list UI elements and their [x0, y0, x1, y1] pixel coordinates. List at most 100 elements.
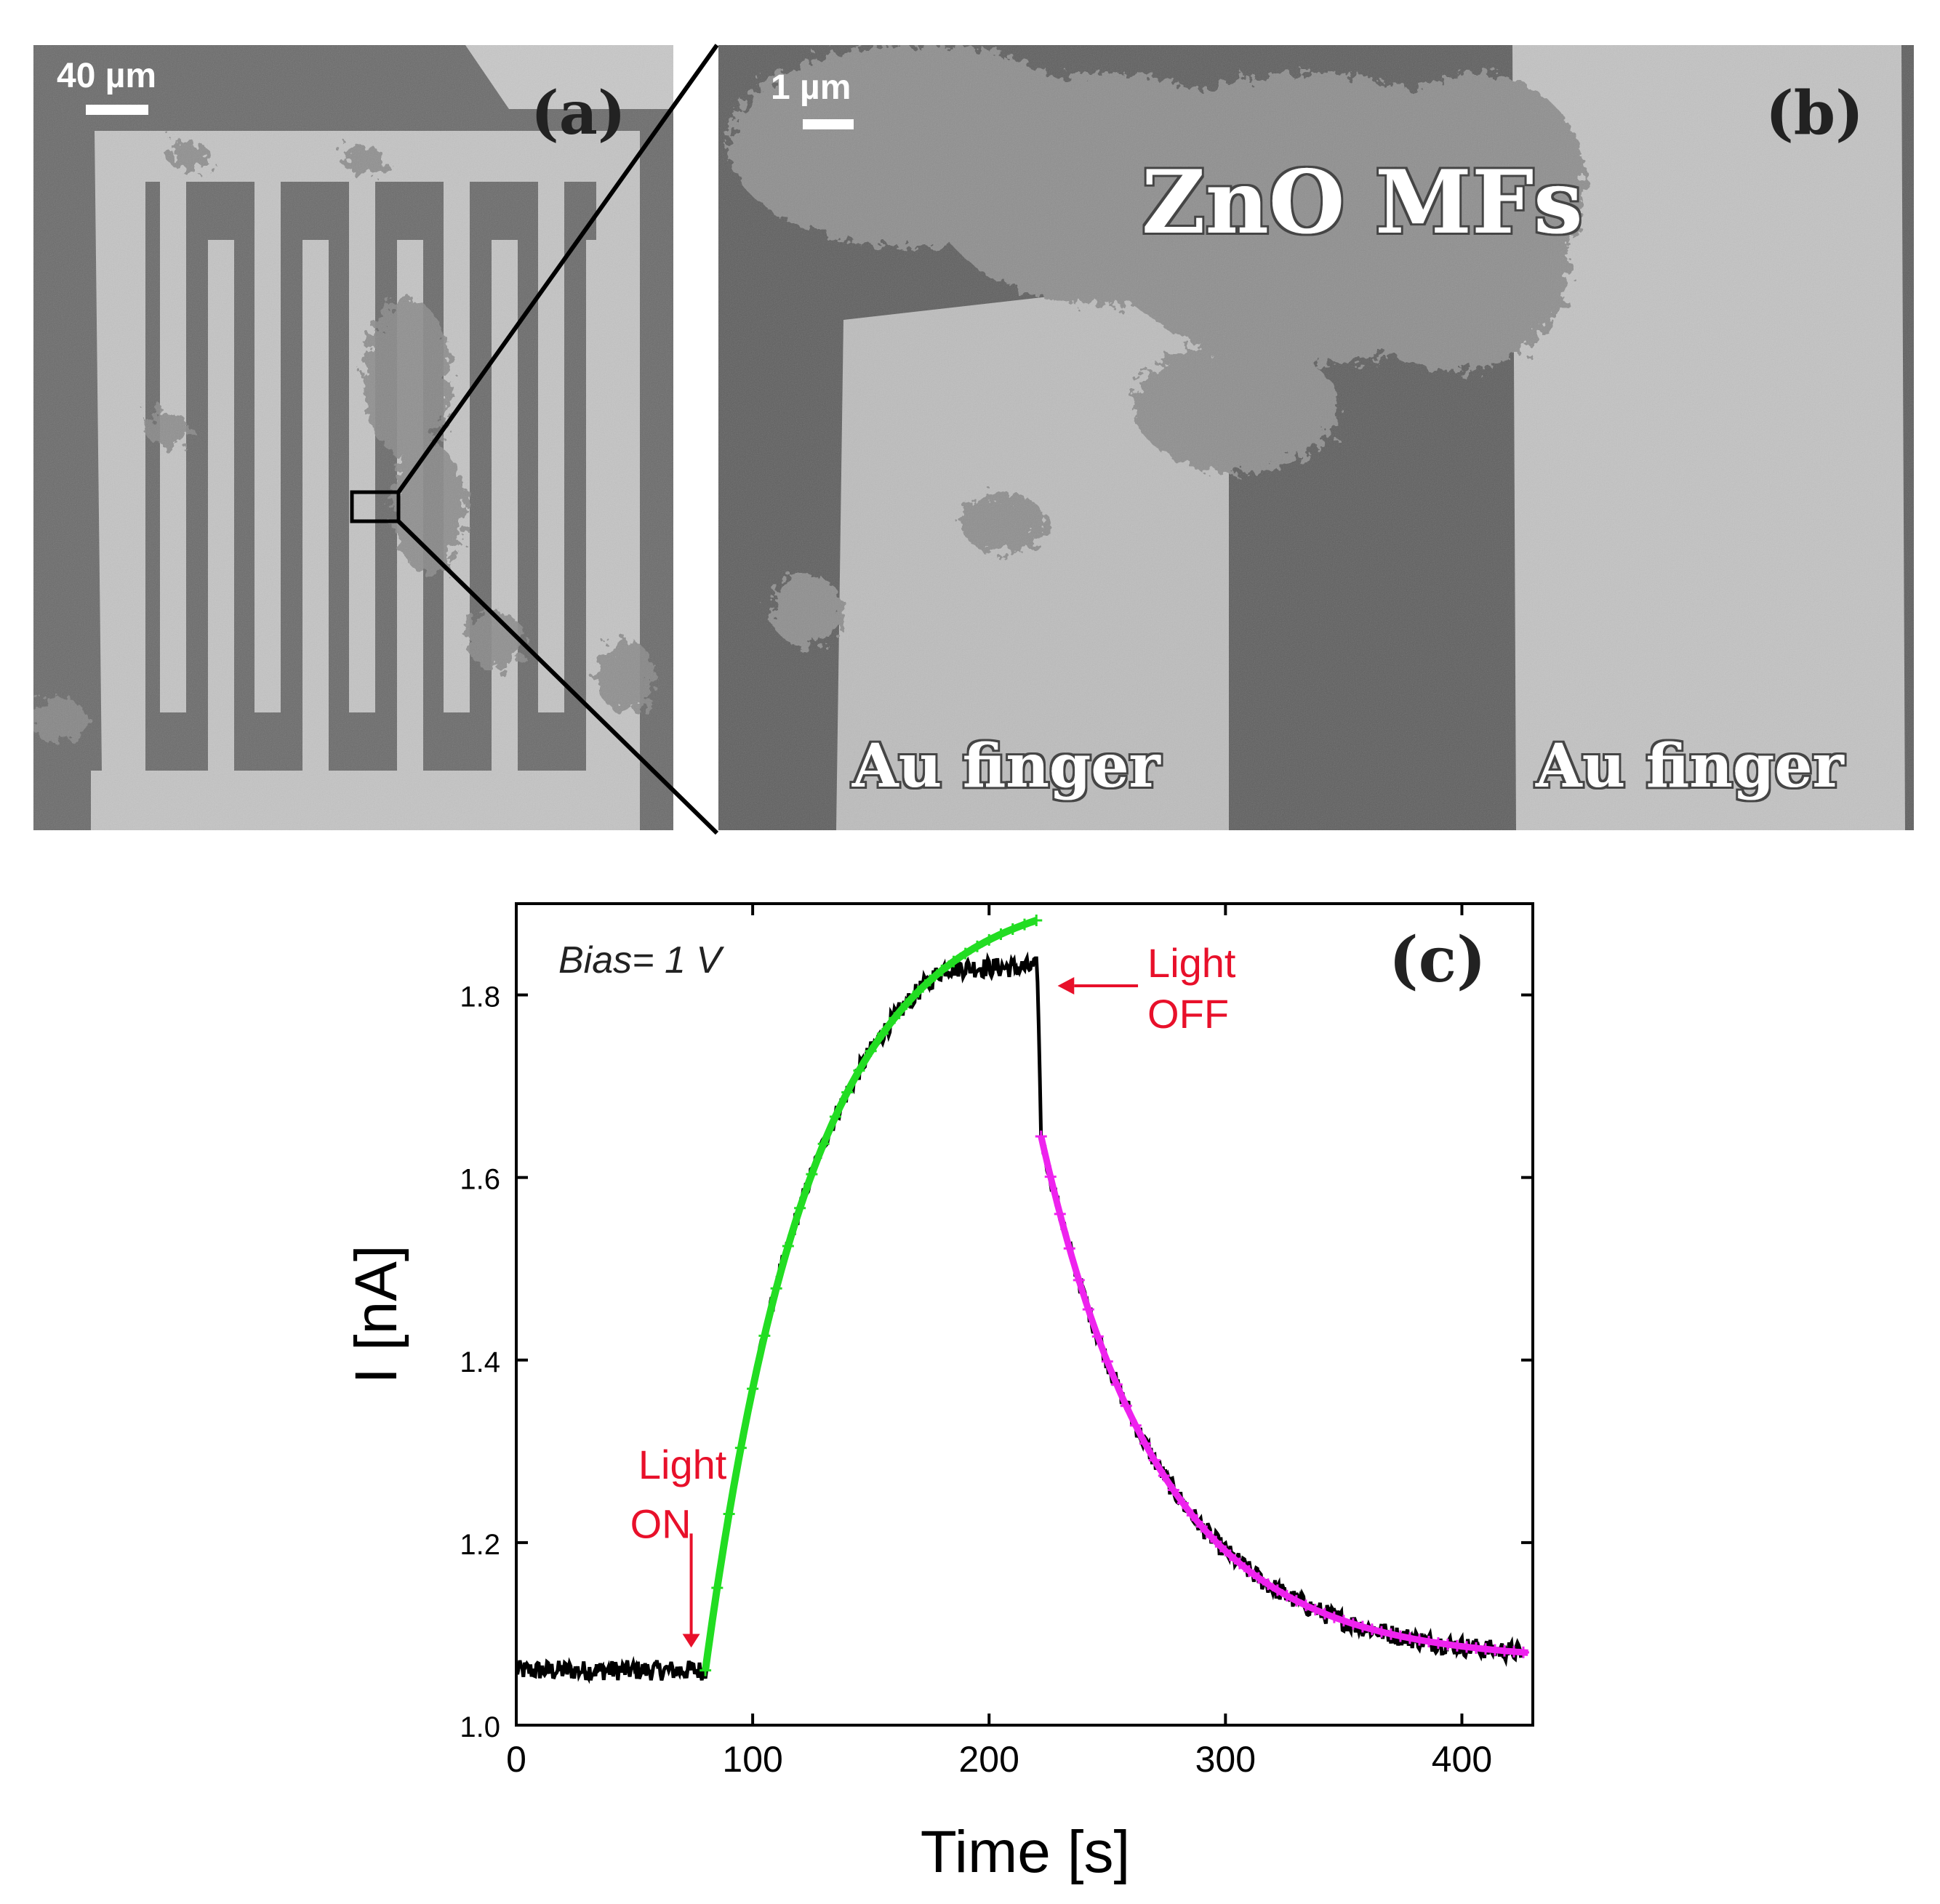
- zoom-line-bottom: [396, 519, 719, 835]
- rise-fit-marker: [995, 928, 1007, 941]
- panel-c-label: (c): [1389, 923, 1486, 997]
- decay-fit-marker: [1110, 1378, 1123, 1391]
- rise-fit-marker: [734, 1442, 747, 1454]
- x-axis-label: Time [s]: [921, 1819, 1131, 1885]
- rise-fit-marker: [829, 1110, 841, 1122]
- decay-fit-marker: [1422, 1635, 1435, 1647]
- rise-fit-marker: [1030, 914, 1043, 926]
- decay-fit-marker: [1073, 1274, 1085, 1286]
- decay-fit-marker: [1186, 1509, 1198, 1522]
- decay-fit-marker: [1148, 1454, 1161, 1466]
- decay-fit-marker: [1460, 1641, 1472, 1653]
- decay-fit-marker: [1044, 1170, 1057, 1183]
- rise-fit-marker: [876, 1027, 889, 1040]
- rise-fit-marker: [806, 1168, 818, 1181]
- panel-a-scale-bar: [86, 105, 148, 115]
- decay-fit-marker: [1384, 1628, 1397, 1640]
- x-tick-label: 200: [959, 1739, 1019, 1780]
- decay-fit-marker: [1082, 1304, 1094, 1316]
- series-layer: [516, 914, 1529, 1684]
- panel-a-label: (a): [531, 79, 626, 148]
- bias-annotation: Bias= 1 V: [558, 939, 724, 981]
- zno-mfs-label: ZnO MFs: [1142, 151, 1583, 254]
- x-axis: 0 100 200 300 400: [506, 904, 1492, 1780]
- y-tick-label: 1.0: [460, 1711, 500, 1743]
- decay-fit-marker: [1224, 1549, 1236, 1562]
- decay-fit-marker: [1375, 1626, 1387, 1638]
- rise-fit-marker: [853, 1064, 865, 1077]
- y-tick-label: 1.6: [460, 1164, 500, 1196]
- rise-fit-marker: [983, 933, 995, 946]
- decay-fit-marker: [1205, 1531, 1217, 1543]
- rise-fit-marker: [747, 1383, 759, 1395]
- decay-fit-marker: [1413, 1634, 1425, 1646]
- decay-fit-marker: [1347, 1618, 1359, 1630]
- panel-a-sem-image: [33, 45, 673, 830]
- decay-fit-marker: [1451, 1639, 1463, 1652]
- rise-fit-marker: [959, 947, 971, 960]
- rise-fit-marker: [782, 1240, 794, 1252]
- x-tick-label: 100: [722, 1739, 782, 1780]
- rise-fit-marker: [1019, 918, 1030, 931]
- decay-fit-marker: [1290, 1594, 1302, 1607]
- decay-fit-marker: [1167, 1484, 1179, 1496]
- decay-fit-marker: [1518, 1646, 1529, 1658]
- light-off-label: Light: [1147, 940, 1236, 986]
- decay-fit-marker: [1035, 1130, 1047, 1143]
- decay-fit-marker: [1158, 1469, 1170, 1482]
- decay-fit-marker: [1243, 1564, 1255, 1577]
- panel-b-scale-text: 1 µm: [771, 68, 851, 107]
- rise-fit-marker: [1006, 923, 1019, 935]
- decay-fit-marker: [1403, 1632, 1416, 1644]
- decay-fit-marker: [1280, 1589, 1293, 1602]
- y-axis-label: I [nA]: [343, 1245, 409, 1383]
- rise-fit-marker: [758, 1330, 771, 1342]
- y-tick-label: 1.2: [460, 1529, 500, 1561]
- decay-fit-marker: [1328, 1611, 1340, 1623]
- decay-fit-marker: [1101, 1355, 1113, 1367]
- rise-fit-marker: [770, 1282, 782, 1295]
- light-annotations: Light ON Light OFF: [630, 940, 1236, 1648]
- au-finger-left-label: Au finger: [851, 731, 1162, 801]
- decay-fit-marker: [1299, 1599, 1312, 1612]
- panel-b-sem-image: [718, 45, 1914, 830]
- zoom-region-box: [350, 490, 401, 523]
- rise-fit-marker: [936, 964, 948, 976]
- decay-fit-marker: [1252, 1572, 1264, 1584]
- y-tick-label: 1.8: [460, 981, 500, 1013]
- panel-b-scale-bar: [803, 119, 854, 129]
- decay-fit-marker: [1432, 1637, 1444, 1650]
- rise-fit-marker: [711, 1582, 724, 1594]
- light-off-arrowhead: [1057, 977, 1075, 995]
- panel-a-scale-text: 40 µm: [57, 57, 156, 95]
- decay-fit-marker: [1139, 1437, 1151, 1450]
- decay-fit-marker: [1394, 1630, 1406, 1642]
- decay-fit-marker: [1177, 1497, 1189, 1509]
- decay-fit-marker: [1233, 1557, 1246, 1570]
- panel-b-label: (b): [1765, 79, 1864, 148]
- decay-fit-marker: [1262, 1578, 1274, 1591]
- decay-fit-marker: [1195, 1520, 1208, 1533]
- rise-fit-marker: [794, 1202, 806, 1214]
- light-off-label-2: OFF: [1147, 991, 1229, 1037]
- decay-fit-marker: [1054, 1208, 1066, 1220]
- y-axis: 1.0 1.2 1.4 1.6 1.8: [460, 981, 1533, 1743]
- decay-fit-marker: [1129, 1419, 1142, 1431]
- light-on-label: Light: [638, 1442, 727, 1487]
- x-tick-label: 0: [506, 1739, 526, 1780]
- decay-fit-marker: [1271, 1584, 1283, 1596]
- decay-fit-marker: [1318, 1607, 1331, 1620]
- rise-fit-marker: [865, 1045, 877, 1057]
- rise-fit-marker: [900, 998, 913, 1011]
- x-tick-label: 400: [1432, 1739, 1492, 1780]
- rise-fit-marker: [947, 955, 960, 968]
- decay-fit-marker: [1063, 1242, 1075, 1255]
- decay-fit-marker: [1366, 1623, 1378, 1636]
- decay-fit-marker: [1337, 1615, 1350, 1627]
- rise-fit-marker: [889, 1012, 901, 1024]
- y-tick-label: 1.4: [460, 1346, 500, 1378]
- rise-fit-marker: [923, 974, 936, 987]
- au-finger-right-label: Au finger: [1535, 731, 1845, 801]
- light-on-label-2: ON: [630, 1501, 692, 1547]
